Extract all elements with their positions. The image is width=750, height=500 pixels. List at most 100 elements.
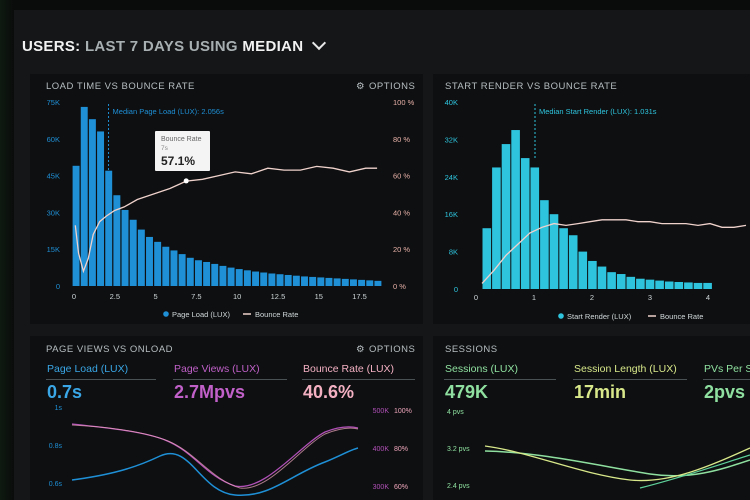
divider xyxy=(703,379,750,380)
stat-value-session-length: 17min xyxy=(574,382,627,402)
y-tick-label: 15K xyxy=(47,245,60,254)
bar xyxy=(655,280,664,289)
bar xyxy=(170,250,178,286)
bar xyxy=(511,130,520,289)
bar xyxy=(235,269,243,286)
bar xyxy=(276,274,284,286)
divider xyxy=(444,379,556,380)
bar xyxy=(113,195,121,286)
bar xyxy=(349,279,357,286)
bar xyxy=(559,228,568,289)
bar xyxy=(72,165,80,286)
panel-title-load-bounce: LOAD TIME VS BOUNCE RATE xyxy=(46,81,195,92)
options-button-2[interactable]: ⚙ OPTIONS xyxy=(356,344,416,355)
bar xyxy=(309,276,317,286)
bar xyxy=(626,276,636,289)
divider xyxy=(573,379,687,380)
stat-value-pvs-per-session: 2pvs xyxy=(704,382,746,402)
bar xyxy=(301,276,308,286)
x-tick-label: 7.5 xyxy=(191,292,201,301)
bar xyxy=(105,170,113,286)
panel-page-views xyxy=(30,336,423,500)
tooltip-sub: 7s xyxy=(161,145,169,152)
bar xyxy=(146,236,153,286)
divider xyxy=(302,379,415,380)
y2-tick-label: 500K xyxy=(373,408,390,415)
bar xyxy=(578,251,588,289)
bar xyxy=(674,281,684,289)
bar xyxy=(137,229,145,286)
bar xyxy=(597,266,607,289)
bar xyxy=(482,228,492,289)
panel-title-sessions: SESSIONS xyxy=(445,344,498,355)
bar xyxy=(219,265,227,286)
gear-icon: ⚙ xyxy=(356,81,366,92)
y-tick-label: 8K xyxy=(449,248,458,257)
bounce-rate-line xyxy=(71,424,359,489)
bar xyxy=(268,273,276,286)
stat-label-pvs-per-session: PVs Per Se xyxy=(704,363,750,375)
bar xyxy=(88,119,96,286)
bar xyxy=(703,282,712,289)
y-tick-label: 0.8s xyxy=(49,443,63,450)
session-length-line xyxy=(484,445,750,482)
bar xyxy=(260,272,268,286)
header-range[interactable]: LAST 7 DAYS xyxy=(84,38,185,55)
header-metric[interactable]: MEDIAN xyxy=(242,38,304,55)
legend-dot-start-render xyxy=(558,313,564,319)
bar xyxy=(358,279,366,286)
median-label: Median Start Render (LUX): 1.031s xyxy=(539,107,657,116)
bar xyxy=(333,278,341,286)
x-tick-label: 2 xyxy=(590,293,594,302)
bar xyxy=(664,281,674,289)
y-tick-label: 0.6s xyxy=(49,481,63,488)
x-tick-label: 10 xyxy=(233,292,241,301)
legend-label-bounce: Bounce Rate xyxy=(660,312,703,321)
stat-value-bounce-rate: 40.6% xyxy=(303,382,355,402)
bar xyxy=(325,277,333,286)
x-tick-label: 17.5 xyxy=(352,292,367,301)
stat-label-page-load: Page Load (LUX) xyxy=(47,363,129,375)
legend-label-start-render: Start Render (LUX) xyxy=(567,312,632,321)
y-tick-label: 45K xyxy=(47,172,60,181)
bar xyxy=(284,274,292,286)
page-header[interactable]: USERS: LAST 7 DAYS USING MEDIAN xyxy=(22,35,326,55)
x-tick-label: 0 xyxy=(474,293,478,302)
y3-tick-label: 100% xyxy=(394,408,412,415)
bar xyxy=(366,280,374,286)
bar xyxy=(227,267,235,286)
divider xyxy=(173,379,287,380)
y-tick-label: 60K xyxy=(47,135,60,144)
legend-label-bounce: Bounce Rate xyxy=(255,310,298,319)
bar xyxy=(341,278,349,286)
y3-tick-label: 60% xyxy=(394,484,408,491)
header-users: USERS: xyxy=(22,38,81,55)
divider xyxy=(46,379,156,380)
bar xyxy=(252,271,260,286)
y-tick-label: 1s xyxy=(55,405,63,412)
bar xyxy=(121,209,129,286)
x-tick-label: 15 xyxy=(315,292,323,301)
x-tick-label: 1 xyxy=(532,293,536,302)
y2-tick-label: 80 % xyxy=(393,135,410,144)
pvs-line xyxy=(639,454,750,489)
x-tick-label: 12.5 xyxy=(271,292,286,301)
bar xyxy=(317,277,325,286)
tooltip-value: 57.1% xyxy=(161,154,195,168)
hover-point xyxy=(183,178,189,184)
bar xyxy=(292,275,300,286)
y2-tick-label: 100 % xyxy=(393,98,415,107)
header-using: USING xyxy=(188,38,238,55)
stat-label-session-length: Session Length (LUX) xyxy=(574,363,677,375)
bar xyxy=(568,235,578,289)
options-button[interactable]: ⚙ OPTIONS xyxy=(356,81,416,92)
y-tick-label: 24K xyxy=(445,173,458,182)
bar xyxy=(693,282,703,289)
y2-tick-label: 300K xyxy=(373,484,390,491)
bar xyxy=(374,280,382,286)
bar xyxy=(549,214,559,289)
bar xyxy=(203,261,211,286)
bar xyxy=(530,167,540,289)
stat-value-sessions: 479K xyxy=(445,382,489,402)
